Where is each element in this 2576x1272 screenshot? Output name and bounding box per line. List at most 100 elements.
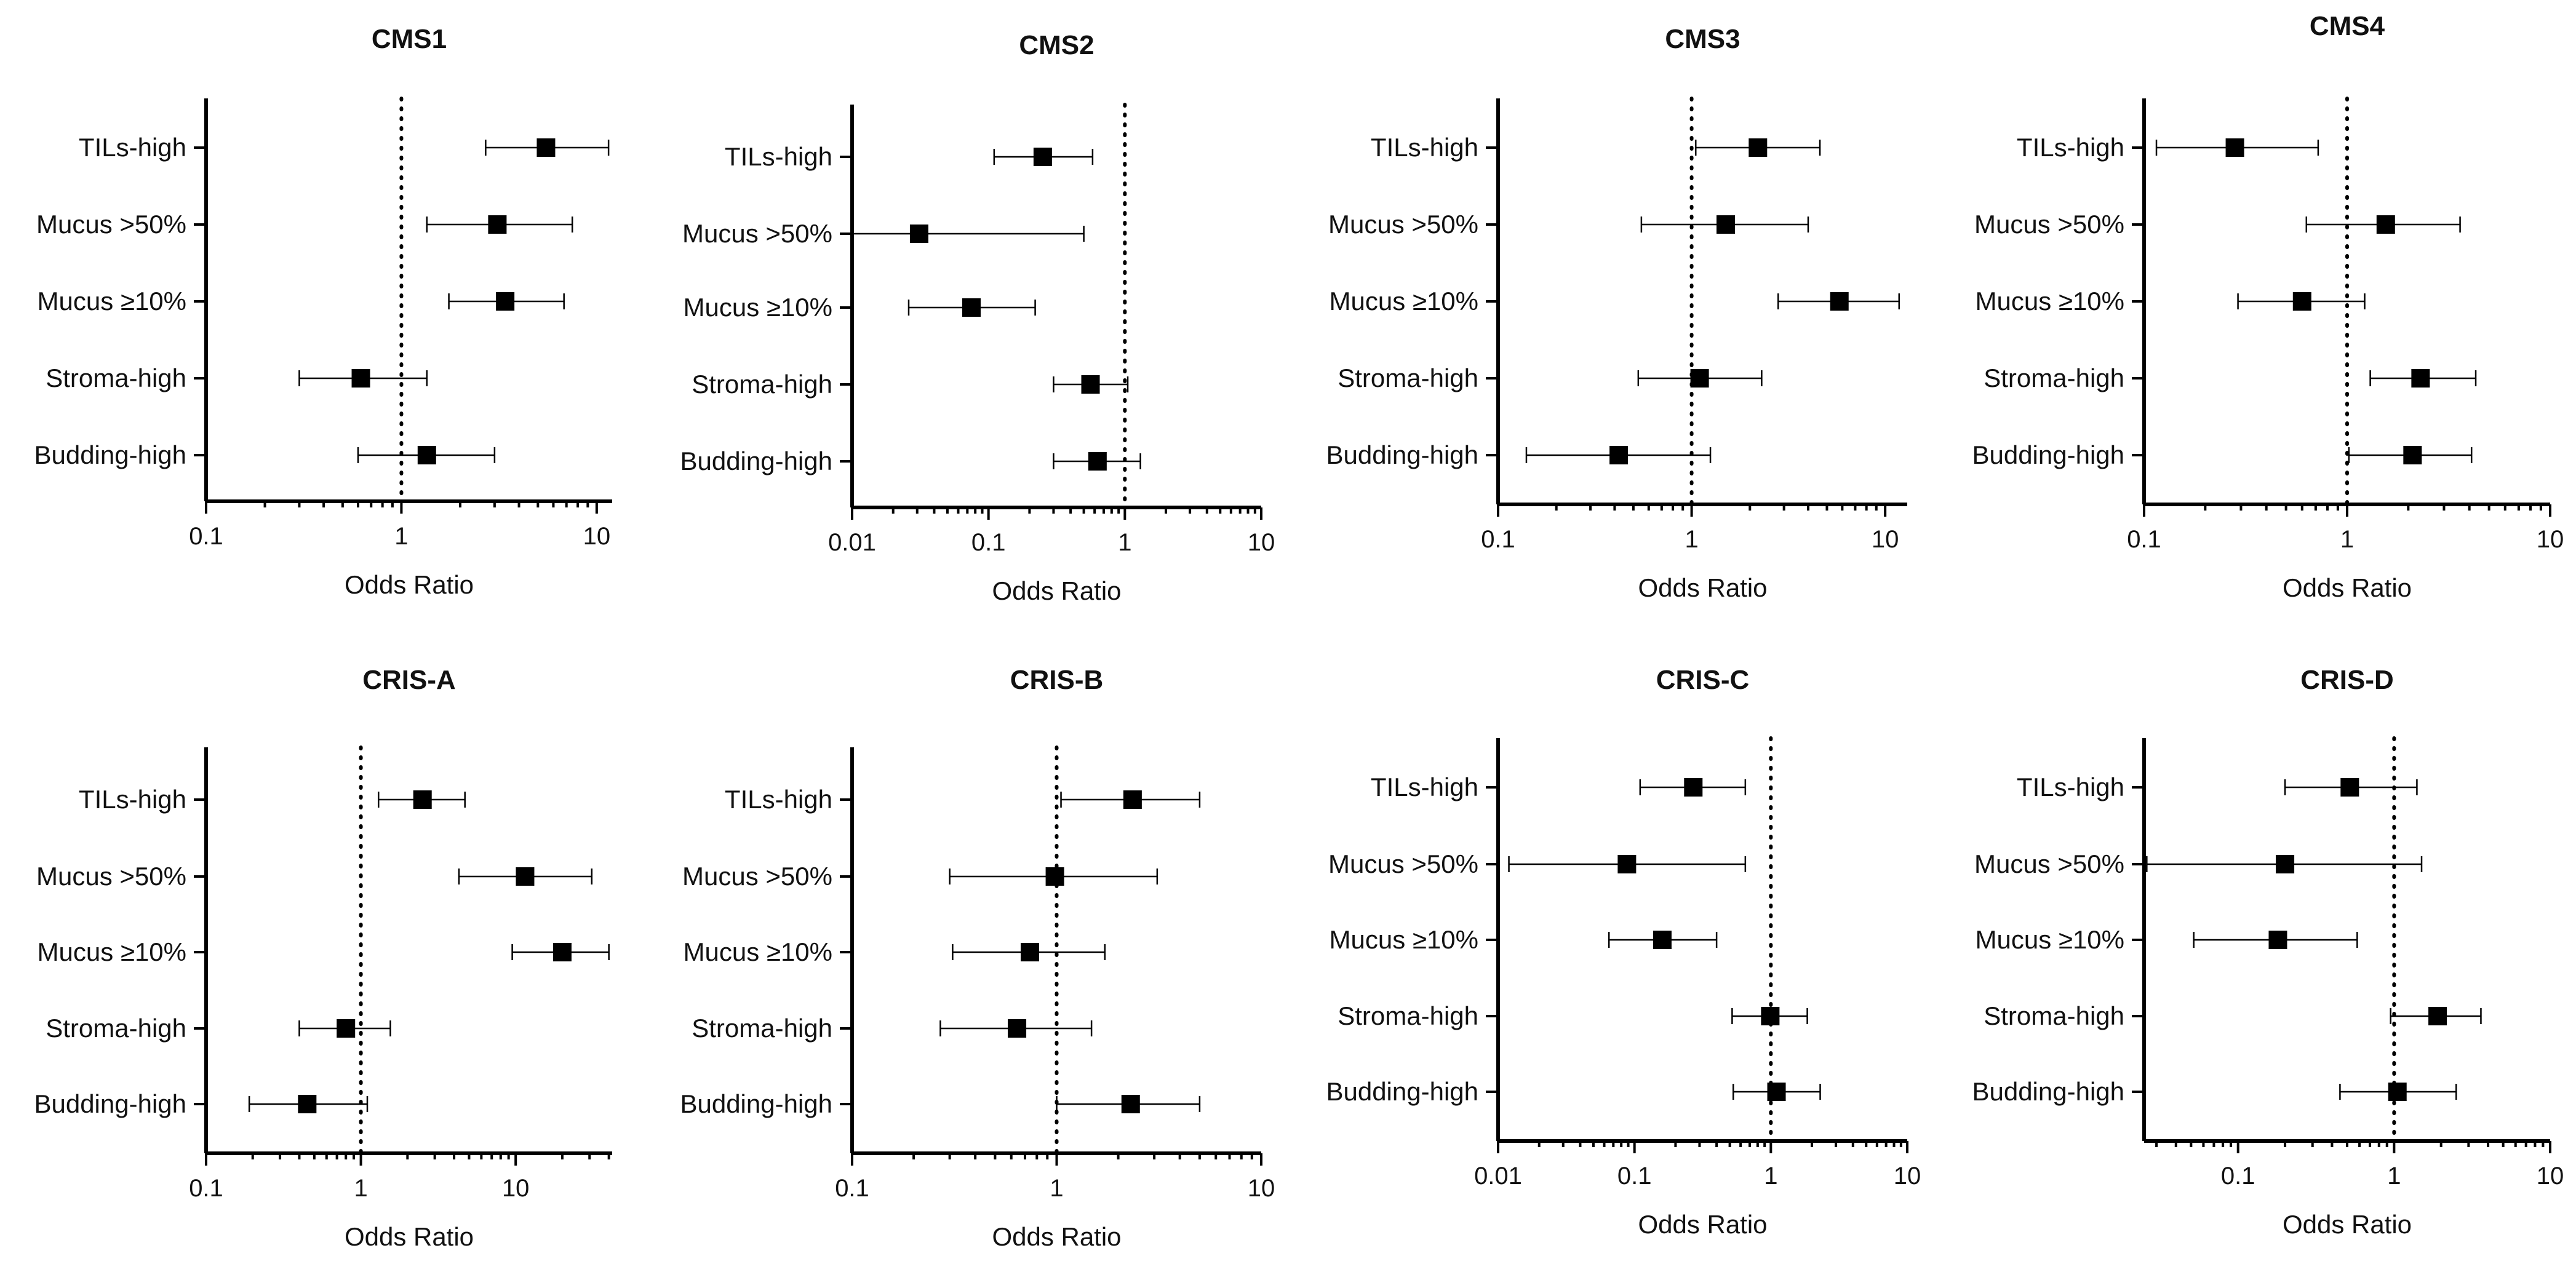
row-label-mucus-gt50pct: Mucus >50% (682, 862, 832, 891)
point-mucus-gt50pct (1716, 215, 1735, 234)
row-label-stroma-high: Stroma-high (1984, 364, 2124, 392)
point-mucus-ge10pct (2268, 931, 2287, 949)
panel-title: CRIS-C (1656, 665, 1750, 695)
panel-cms3: CMS3 0.1 1 10 Odds Ratio TILs-high Mucus >50% M… (1326, 24, 1907, 602)
x-axis-label: Odds Ratio (992, 576, 1121, 605)
point-mucus-ge10pct (2292, 292, 2311, 311)
row-label-stroma-high: Stroma-high (692, 1014, 832, 1043)
point-tils-high (1749, 138, 1768, 157)
row-label-tils-high: TILs-high (1371, 133, 1478, 162)
x-tick-label: 0.1 (189, 523, 223, 550)
row-label-tils-high: TILs-high (2017, 773, 2124, 801)
point-budding-high (2388, 1083, 2407, 1101)
point-mucus-ge10pct (496, 292, 515, 311)
x-axis-label: Odds Ratio (345, 570, 474, 599)
row-label-mucus-ge10pct: Mucus ≥10% (1976, 287, 2124, 316)
x-tick-label: 1 (2340, 526, 2354, 553)
x-tick-label: 0.1 (2221, 1163, 2255, 1190)
row-label-mucus-ge10pct: Mucus ≥10% (1330, 925, 1478, 954)
point-mucus-ge10pct (1021, 943, 1040, 961)
point-mucus-ge10pct (1653, 931, 1672, 949)
x-tick-label: 0.1 (189, 1175, 223, 1202)
row-label-tils-high: TILs-high (1371, 773, 1478, 801)
row-label-budding-high: Budding-high (1972, 440, 2124, 469)
row-label-mucus-gt50pct: Mucus >50% (36, 210, 186, 239)
point-mucus-gt50pct (1045, 867, 1064, 886)
x-tick-label: 1 (1764, 1163, 1777, 1190)
point-mucus-gt50pct (2276, 855, 2295, 873)
x-tick-label: 0.1 (835, 1175, 869, 1202)
x-tick-label: 10 (2537, 526, 2564, 553)
point-stroma-high (337, 1019, 356, 1038)
x-tick-label: 0.01 (1474, 1163, 1522, 1190)
row-label-mucus-gt50pct: Mucus >50% (1328, 849, 1478, 878)
panel-title: CMS3 (1665, 24, 1740, 54)
x-tick-label: 10 (583, 523, 611, 550)
row-label-budding-high: Budding-high (1326, 440, 1478, 469)
point-budding-high (417, 446, 436, 464)
x-tick-label: 10 (1872, 526, 1899, 553)
x-axis-label: Odds Ratio (1638, 1210, 1767, 1239)
panel-cms1: CMS1 0.1 1 10 Odds Ratio TILs-high Mucus >50% M… (34, 24, 612, 599)
point-stroma-high (2428, 1007, 2447, 1025)
point-mucus-gt50pct (2376, 215, 2395, 234)
point-tils-high (1123, 790, 1142, 809)
row-label-stroma-high: Stroma-high (692, 370, 832, 399)
row-label-budding-high: Budding-high (1326, 1077, 1478, 1106)
x-tick-label: 10 (502, 1175, 530, 1202)
x-tick-label: 1 (2387, 1163, 2401, 1190)
row-label-mucus-ge10pct: Mucus ≥10% (684, 937, 832, 966)
x-tick-label: 1 (1050, 1175, 1063, 1202)
row-label-mucus-ge10pct: Mucus ≥10% (38, 287, 186, 316)
x-axis-label: Odds Ratio (2283, 1210, 2412, 1239)
point-tils-high (413, 790, 432, 809)
row-label-mucus-gt50pct: Mucus >50% (36, 862, 186, 891)
point-stroma-high (1008, 1019, 1027, 1038)
x-tick-label: 0.1 (1617, 1163, 1652, 1190)
point-stroma-high (1761, 1007, 1780, 1025)
x-axis-label: Odds Ratio (2283, 573, 2412, 602)
row-label-budding-high: Budding-high (680, 447, 832, 475)
point-mucus-ge10pct (1830, 292, 1849, 311)
x-tick-label: 1 (394, 523, 408, 550)
row-label-budding-high: Budding-high (34, 440, 186, 469)
point-budding-high (1609, 446, 1629, 464)
point-mucus-gt50pct (909, 225, 928, 243)
row-label-mucus-ge10pct: Mucus ≥10% (38, 937, 186, 966)
point-budding-high (298, 1095, 317, 1113)
row-label-stroma-high: Stroma-high (1984, 1001, 2124, 1030)
panel-title: CRIS-A (362, 665, 456, 695)
x-tick-label: 0.1 (2127, 526, 2161, 553)
point-tils-high (1684, 778, 1703, 797)
point-tils-high (536, 138, 556, 157)
point-tils-high (1033, 148, 1052, 166)
x-tick-label: 0.01 (828, 529, 876, 556)
row-label-mucus-gt50pct: Mucus >50% (682, 219, 832, 248)
row-label-tils-high: TILs-high (79, 133, 186, 162)
row-label-mucus-ge10pct: Mucus ≥10% (1976, 925, 2124, 954)
x-tick-label: 10 (1248, 529, 1275, 556)
panel-cris-c: CRIS-C 0.01 0.1 1 10 Odds Ratio TILs-high Mucus… (1326, 665, 1921, 1239)
point-tils-high (2225, 138, 2244, 157)
row-label-budding-high: Budding-high (34, 1089, 186, 1118)
point-tils-high (2340, 778, 2359, 797)
point-mucus-ge10pct (552, 943, 572, 961)
row-label-budding-high: Budding-high (680, 1089, 832, 1118)
point-mucus-gt50pct (1617, 855, 1637, 873)
point-stroma-high (2411, 369, 2430, 388)
panel-cris-d: CRIS-D 0.1 1 10 Odds Ratio TILs-high Mucus >50… (1972, 665, 2564, 1239)
panel-title: CRIS-B (1010, 665, 1104, 695)
row-label-stroma-high: Stroma-high (1338, 364, 1478, 392)
row-label-tils-high: TILs-high (2017, 133, 2124, 162)
row-label-mucus-gt50pct: Mucus >50% (1974, 849, 2124, 878)
row-label-stroma-high: Stroma-high (46, 1014, 186, 1043)
point-mucus-gt50pct (488, 215, 507, 234)
row-label-mucus-gt50pct: Mucus >50% (1974, 210, 2124, 239)
point-stroma-high (1081, 375, 1100, 394)
x-tick-label: 10 (2537, 1163, 2564, 1190)
point-budding-high (1088, 452, 1107, 471)
point-budding-high (2403, 446, 2422, 464)
row-label-mucus-ge10pct: Mucus ≥10% (1330, 287, 1478, 316)
panel-title: CRIS-D (2300, 665, 2394, 695)
